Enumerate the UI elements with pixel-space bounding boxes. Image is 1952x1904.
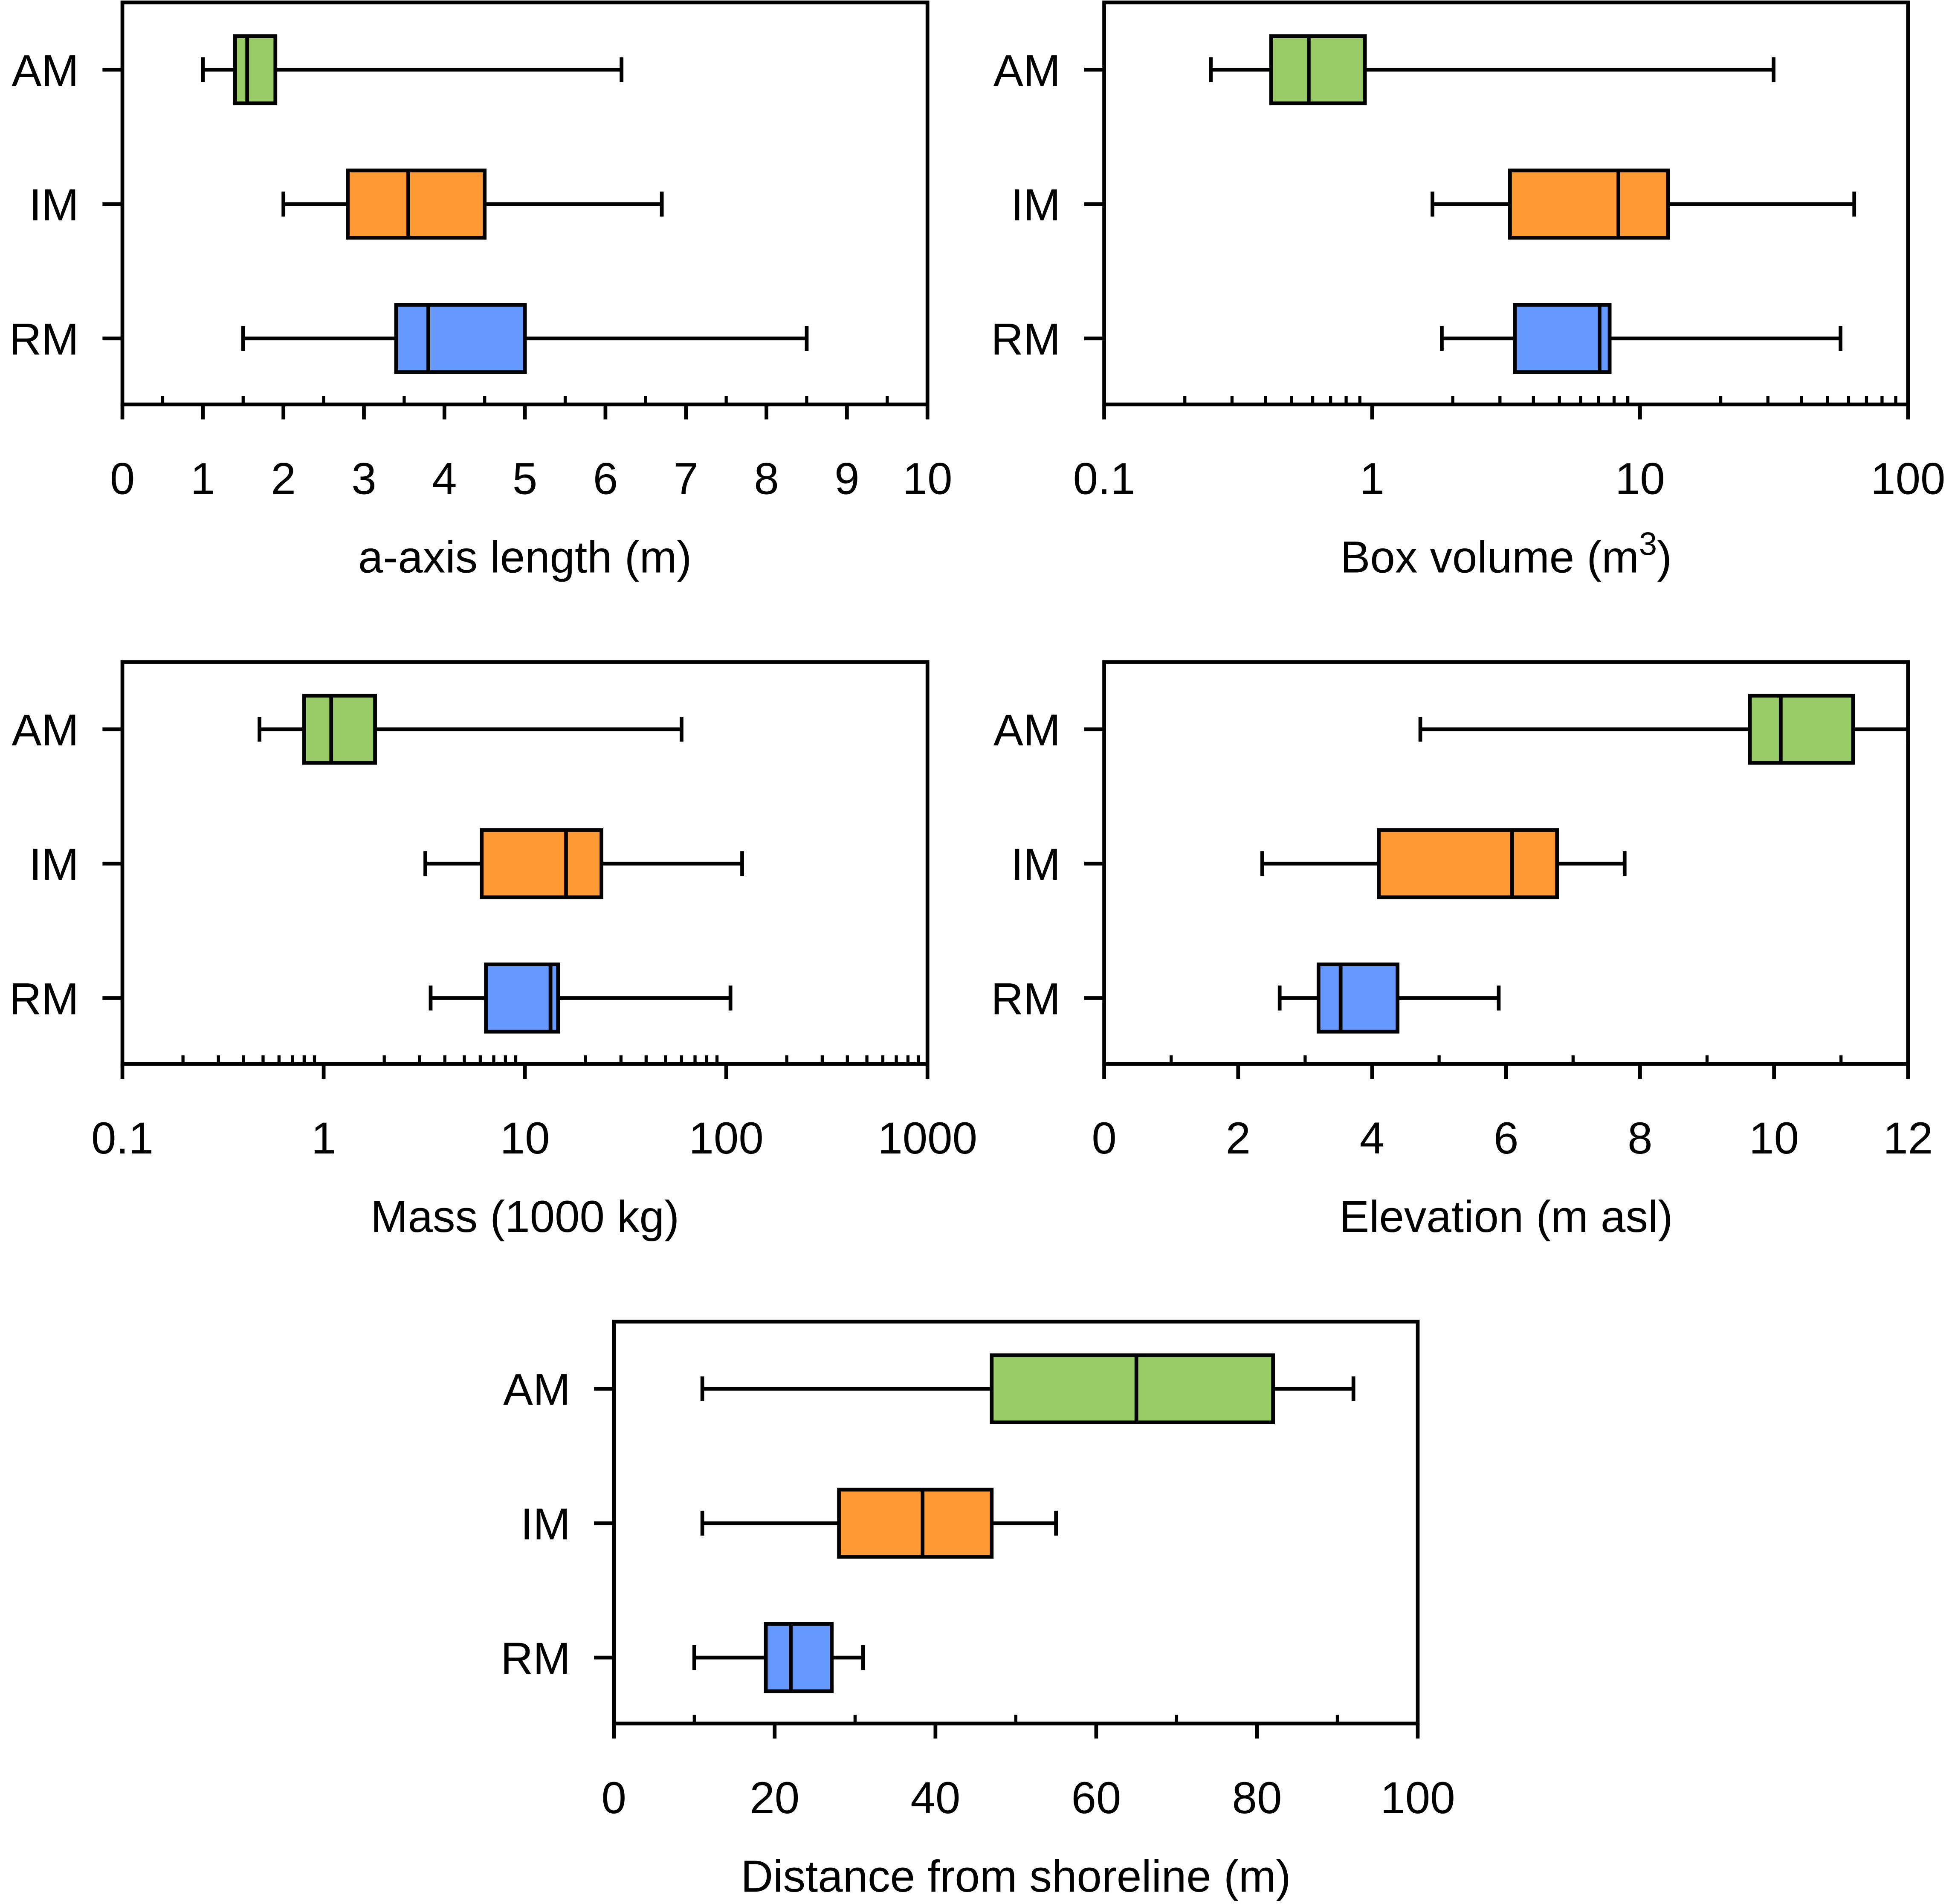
box-RM: RM bbox=[991, 303, 1842, 374]
x-axis-title: Box volume (m3) bbox=[1340, 526, 1672, 583]
iqr-box bbox=[764, 1622, 834, 1693]
box-AM: AM bbox=[993, 693, 1910, 765]
y-category-label: IM bbox=[1011, 840, 1061, 890]
box-IM: IM bbox=[29, 828, 744, 899]
iqr-box bbox=[1508, 168, 1670, 240]
x-axis-title: Distance from shoreline (m) bbox=[741, 1852, 1291, 1901]
box-IM: IM bbox=[1011, 168, 1856, 240]
box-AM: AM bbox=[993, 34, 1775, 105]
x-tick-label: 10 bbox=[1615, 454, 1665, 504]
panel-3: 0.1 1 10 100 1000 Mass (1000 kg) AM IM RM bbox=[9, 660, 977, 1242]
x-tick-label: 0 bbox=[1092, 1113, 1116, 1163]
y-category-label: IM bbox=[29, 180, 79, 230]
x-tick-label: 6 bbox=[593, 454, 618, 504]
x-tick-label: 3 bbox=[351, 454, 376, 504]
panel-2: 0.1 1 10 100 Box volume (m3) AM IM RM bbox=[991, 0, 1945, 583]
box-IM: IM bbox=[521, 1487, 1058, 1559]
x-tick-label: 10 bbox=[1749, 1113, 1799, 1163]
iqr-box bbox=[484, 962, 560, 1034]
y-category-label: RM bbox=[991, 974, 1060, 1024]
x-tick-label: 7 bbox=[674, 454, 698, 504]
iqr-box bbox=[302, 693, 377, 765]
box-AM: AM bbox=[12, 693, 683, 765]
iqr-box bbox=[1513, 303, 1612, 374]
box-RM: RM bbox=[501, 1622, 865, 1693]
iqr-box bbox=[990, 1353, 1275, 1424]
x-tick-label: 2 bbox=[1226, 1113, 1251, 1163]
x-tick-label: 0.1 bbox=[1073, 454, 1135, 504]
box-RM: RM bbox=[991, 962, 1501, 1034]
iqr-box bbox=[1748, 693, 1855, 765]
box-IM: IM bbox=[1011, 828, 1627, 899]
x-tick-label: 0.1 bbox=[91, 1113, 153, 1163]
x-tick-label: 80 bbox=[1232, 1773, 1282, 1823]
y-category-label: IM bbox=[29, 840, 79, 890]
box-RM: RM bbox=[9, 303, 809, 374]
x-tick-label: 4 bbox=[1360, 1113, 1384, 1163]
y-category-label: RM bbox=[9, 974, 79, 1024]
x-tick-label: 1000 bbox=[878, 1113, 977, 1163]
x-axis-title-end: ) bbox=[1657, 532, 1672, 582]
iqr-box bbox=[1316, 962, 1400, 1034]
x-axis-title: Mass (1000 kg) bbox=[371, 1192, 679, 1242]
x-axis-title: Elevation (m asl) bbox=[1339, 1192, 1673, 1242]
y-category-label: IM bbox=[521, 1499, 571, 1549]
y-category-label: AM bbox=[12, 705, 79, 755]
iqr-box bbox=[394, 303, 527, 374]
box-IM: IM bbox=[29, 168, 664, 240]
x-tick-label: 60 bbox=[1071, 1773, 1121, 1823]
iqr-box bbox=[837, 1487, 994, 1559]
panel-4: 0 2 4 6 8 10 12 Elevation (m asl) AM IM RM bbox=[991, 660, 1933, 1242]
x-tick-label: 2 bbox=[271, 454, 295, 504]
x-tick-label: 100 bbox=[1871, 454, 1945, 504]
x-tick-label: 40 bbox=[910, 1773, 960, 1823]
x-tick-label: 0 bbox=[602, 1773, 626, 1823]
x-tick-label: 1 bbox=[191, 454, 215, 504]
iqr-box bbox=[480, 828, 603, 899]
y-category-label: AM bbox=[12, 46, 79, 96]
x-tick-label: 4 bbox=[432, 454, 457, 504]
iqr-box bbox=[346, 168, 487, 240]
box-RM: RM bbox=[9, 962, 733, 1034]
y-category-label: AM bbox=[993, 46, 1061, 96]
y-category-label: AM bbox=[993, 705, 1061, 755]
panel-1: 0 1 2 3 4 5 6 7 8 9 10 a-axis length (m) AM IM RM bbox=[9, 0, 953, 582]
x-axis-title-superscript: 3 bbox=[1639, 526, 1657, 562]
panel-5: 0 20 40 60 80 100 Distance from shoreline (m) A… bbox=[501, 1319, 1455, 1901]
box-AM: AM bbox=[503, 1353, 1355, 1424]
x-tick-label: 100 bbox=[1380, 1773, 1455, 1823]
iqr-box bbox=[1377, 828, 1559, 899]
y-category-label: RM bbox=[9, 315, 79, 365]
x-tick-label: 1 bbox=[1360, 454, 1384, 504]
x-tick-label: 12 bbox=[1883, 1113, 1933, 1163]
iqr-box bbox=[233, 34, 278, 105]
x-tick-label: 8 bbox=[1628, 1113, 1652, 1163]
x-tick-label: 10 bbox=[500, 1113, 550, 1163]
x-tick-label: 20 bbox=[750, 1773, 799, 1823]
y-category-label: RM bbox=[501, 1634, 570, 1684]
x-tick-label: 6 bbox=[1494, 1113, 1518, 1163]
y-category-label: AM bbox=[503, 1365, 571, 1415]
x-tick-label: 0 bbox=[110, 454, 135, 504]
x-tick-label: 100 bbox=[689, 1113, 764, 1163]
iqr-box bbox=[1269, 34, 1367, 105]
x-tick-label: 1 bbox=[311, 1113, 336, 1163]
x-tick-label: 10 bbox=[903, 454, 953, 504]
y-category-label: RM bbox=[991, 315, 1060, 365]
box-AM: AM bbox=[12, 34, 624, 105]
x-tick-label: 9 bbox=[834, 454, 859, 504]
x-tick-label: 5 bbox=[513, 454, 537, 504]
x-tick-label: 8 bbox=[754, 454, 779, 504]
y-category-label: IM bbox=[1011, 180, 1061, 230]
x-axis-title: a-axis length (m) bbox=[358, 532, 692, 582]
